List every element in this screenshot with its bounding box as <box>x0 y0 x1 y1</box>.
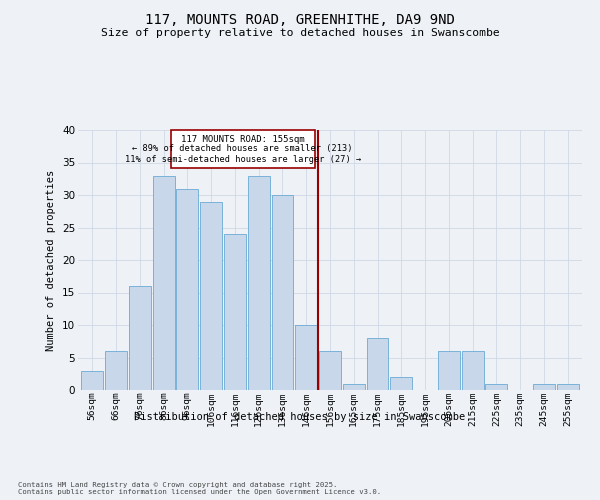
Bar <box>82 370 103 390</box>
Bar <box>176 188 198 390</box>
Y-axis label: Number of detached properties: Number of detached properties <box>46 170 56 350</box>
Bar <box>224 234 246 390</box>
Text: Distribution of detached houses by size in Swanscombe: Distribution of detached houses by size … <box>134 412 466 422</box>
Text: 117 MOUNTS ROAD: 155sqm: 117 MOUNTS ROAD: 155sqm <box>181 134 304 143</box>
Bar <box>319 351 341 390</box>
Bar <box>248 176 269 390</box>
Text: Contains HM Land Registry data © Crown copyright and database right 2025.
Contai: Contains HM Land Registry data © Crown c… <box>18 482 381 495</box>
Bar <box>295 325 317 390</box>
Text: ← 89% of detached houses are smaller (213): ← 89% of detached houses are smaller (21… <box>133 144 353 154</box>
Bar <box>343 384 365 390</box>
Text: 11% of semi-detached houses are larger (27) →: 11% of semi-detached houses are larger (… <box>125 155 361 164</box>
Bar <box>105 351 127 390</box>
Bar <box>391 377 412 390</box>
Bar <box>152 176 175 390</box>
Text: Size of property relative to detached houses in Swanscombe: Size of property relative to detached ho… <box>101 28 499 38</box>
Bar <box>462 351 484 390</box>
Bar <box>129 286 151 390</box>
Bar <box>485 384 508 390</box>
Bar <box>272 195 293 390</box>
Text: 117, MOUNTS ROAD, GREENHITHE, DA9 9ND: 117, MOUNTS ROAD, GREENHITHE, DA9 9ND <box>145 12 455 26</box>
Bar <box>200 202 222 390</box>
Bar <box>438 351 460 390</box>
Bar <box>367 338 388 390</box>
Bar <box>533 384 555 390</box>
FancyBboxPatch shape <box>171 130 314 168</box>
Bar <box>557 384 578 390</box>
